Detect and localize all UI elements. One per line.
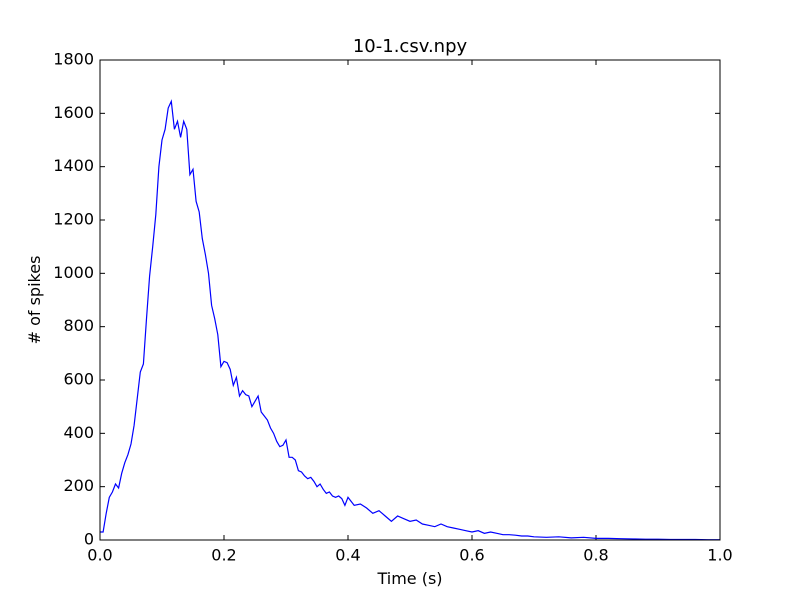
- x-axis-label: Time (s): [376, 569, 442, 588]
- x-tick-label: 1.0: [707, 546, 732, 565]
- y-tick-label: 1200: [53, 210, 94, 229]
- x-tick-label: 0.6: [459, 546, 484, 565]
- data-line: [100, 99, 720, 541]
- plot-frame: [99, 59, 721, 541]
- x-tick-label: 0.2: [211, 546, 236, 565]
- y-tick-label: 1000: [53, 263, 94, 282]
- x-tick-label: 0.0: [87, 546, 112, 565]
- y-tick-label: 600: [63, 370, 94, 389]
- y-tick-label: 1600: [53, 103, 94, 122]
- y-tick-label: 1400: [53, 156, 94, 175]
- y-tick-label: 800: [63, 316, 94, 335]
- y-tick-label: 1800: [53, 50, 94, 69]
- y-axis-label: # of spikes: [25, 256, 44, 345]
- y-tick-label: 400: [63, 423, 94, 442]
- chart-title: 10-1.csv.npy: [353, 36, 468, 57]
- x-tick-label: 0.8: [583, 546, 608, 565]
- y-tick-label: 200: [63, 476, 94, 495]
- y-tick-label: 0: [84, 530, 94, 549]
- x-tick-label: 0.4: [335, 546, 360, 565]
